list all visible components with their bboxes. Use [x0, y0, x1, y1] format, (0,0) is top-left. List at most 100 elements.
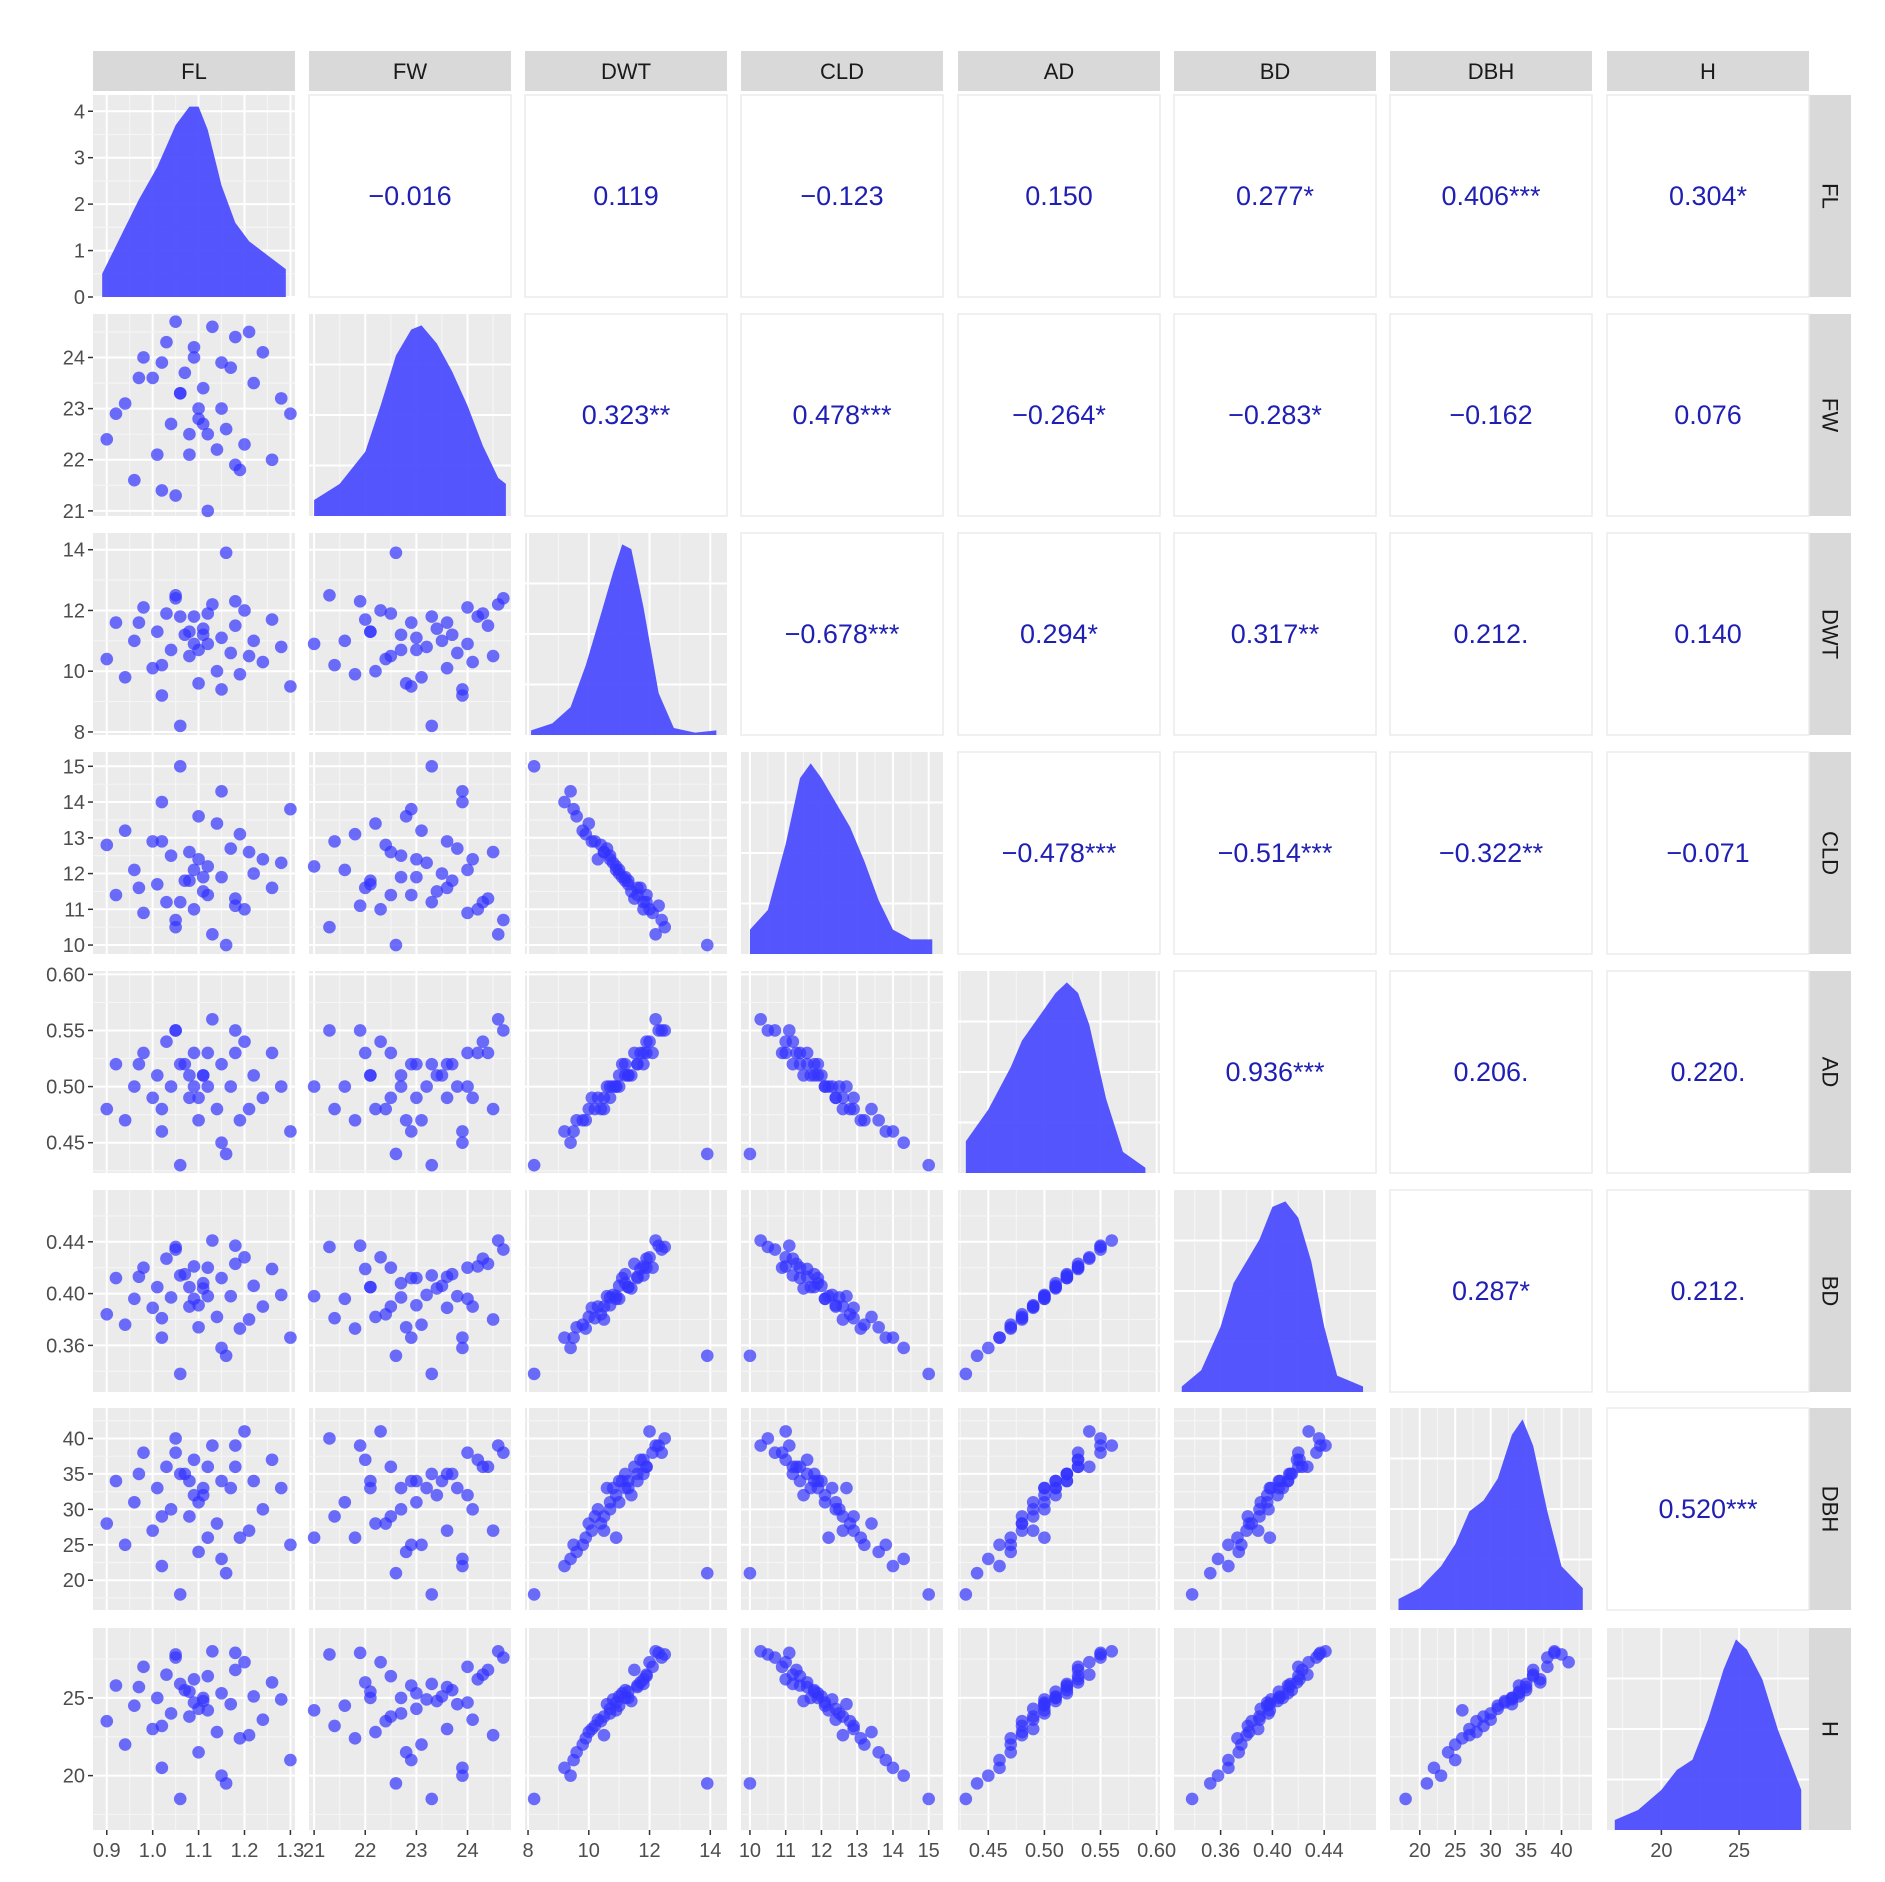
data-point [219, 422, 233, 436]
data-point [1094, 1239, 1107, 1252]
data-point [754, 1234, 767, 1247]
density-curve-cld [749, 763, 933, 954]
data-point [215, 1552, 228, 1566]
data-point [128, 1080, 141, 1093]
y-tick-label: 0.44 [46, 1232, 85, 1254]
data-point [993, 1753, 1006, 1767]
data-point [256, 346, 270, 359]
data-point [173, 1367, 187, 1381]
data-point [100, 1102, 114, 1116]
data-point [215, 1686, 228, 1700]
row-strip-label: FW [1818, 398, 1843, 432]
correlation-label: 0.206. [1453, 1057, 1528, 1087]
data-point [192, 677, 205, 690]
data-point [456, 1125, 469, 1138]
data-point [399, 1320, 413, 1334]
row-strip-dwt [1809, 533, 1851, 735]
data-point [461, 1261, 474, 1274]
panel-background [957, 313, 1161, 517]
row-strip-label: DWT [1818, 609, 1843, 659]
data-point [247, 1279, 260, 1293]
correlation-panel-bd-h: 0.212. [1606, 1189, 1810, 1393]
data-point [187, 1080, 201, 1093]
data-point [466, 1503, 479, 1516]
data-point [425, 1677, 439, 1691]
data-point [215, 631, 228, 645]
correlation-panel-fl-bd: 0.277* [1173, 94, 1377, 298]
data-point [132, 371, 146, 385]
data-point [847, 1311, 860, 1325]
y-tick-label: 1 [74, 241, 85, 263]
data-point [471, 610, 485, 623]
panel-background [309, 1628, 511, 1830]
scatter-panel-dbh-fw [307, 1408, 511, 1610]
data-point [527, 1158, 541, 1172]
data-point [201, 1046, 215, 1060]
data-point [588, 1102, 602, 1116]
data-point [389, 1147, 403, 1161]
y-tick-label: 10 [63, 935, 85, 957]
data-point [993, 1331, 1006, 1344]
data-point [567, 1125, 580, 1138]
data-point [743, 1349, 757, 1363]
column-strip-fw [309, 51, 511, 91]
data-point [155, 1761, 169, 1775]
correlation-panel-dwt-h: 0.140 [1606, 532, 1810, 736]
data-point [338, 1292, 352, 1306]
data-point [169, 1432, 182, 1445]
data-point [456, 683, 469, 696]
data-point [768, 1446, 782, 1459]
scatter-panel-h-bd [1174, 1628, 1376, 1830]
data-point [328, 1311, 341, 1325]
data-point [323, 588, 336, 602]
data-point [201, 1261, 215, 1274]
data-point [284, 1538, 297, 1552]
data-point [358, 613, 372, 626]
y-tick-label: 23 [63, 399, 85, 421]
data-point [854, 1531, 868, 1545]
data-point [358, 1046, 372, 1060]
data-point [959, 1367, 973, 1381]
data-point [274, 1481, 288, 1495]
data-point [155, 1719, 169, 1733]
data-point [456, 1331, 469, 1344]
panel-background [1174, 1628, 1376, 1830]
data-point [865, 1310, 878, 1324]
data-point [425, 760, 439, 773]
x-tick-label: 14 [882, 1840, 904, 1862]
data-point [109, 1474, 123, 1488]
data-point [829, 1702, 843, 1716]
data-point [652, 1646, 665, 1660]
data-point [1232, 1746, 1246, 1759]
correlation-label: 0.317** [1231, 619, 1320, 649]
density-panel-fw-fw [309, 314, 511, 516]
data-point [1253, 1713, 1266, 1726]
data-point [132, 1057, 146, 1071]
data-point [164, 849, 178, 862]
x-tick-label: 0.55 [1081, 1840, 1120, 1862]
row-strip-bd [1809, 1190, 1851, 1392]
data-point [597, 1102, 611, 1116]
correlation-panel-fl-fw: −0.016 [308, 94, 512, 298]
data-point [1026, 1524, 1040, 1537]
panel-background [740, 532, 944, 736]
data-point [497, 1446, 510, 1459]
data-point [481, 1046, 495, 1060]
correlation-panel-dwt-bd: 0.317** [1173, 532, 1377, 736]
data-point [1004, 1322, 1018, 1335]
data-point [192, 402, 205, 415]
data-point [897, 1769, 910, 1782]
data-point [1455, 1704, 1469, 1717]
data-point [389, 1349, 403, 1363]
correlation-label: −0.016 [368, 181, 451, 211]
panel-background [309, 971, 511, 1173]
data-point [210, 1725, 224, 1739]
data-point [481, 1663, 495, 1677]
data-point [700, 1349, 714, 1363]
y-tick-label: 0.60 [46, 964, 85, 986]
data-point [425, 1158, 439, 1172]
correlation-panel-cld-bd: −0.514*** [1173, 751, 1377, 955]
x-tick-label: 1.2 [231, 1840, 259, 1862]
data-point [609, 1488, 623, 1502]
data-point [128, 863, 141, 877]
